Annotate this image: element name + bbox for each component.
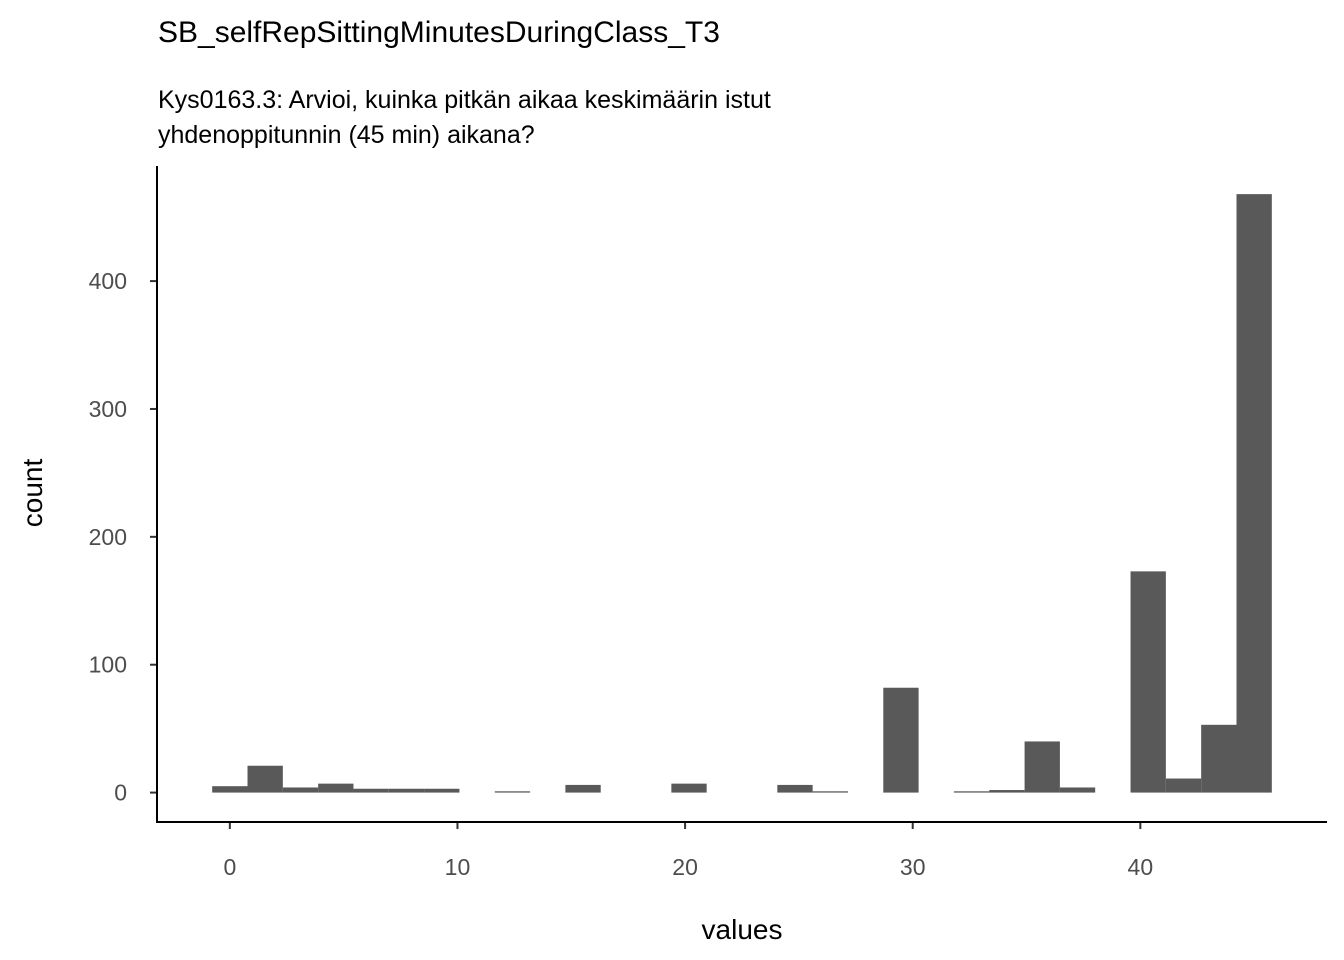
histogram-bar	[388, 788, 425, 793]
chart-title: SB_selfRepSittingMinutesDuringClass_T3	[158, 16, 720, 49]
histogram-bar	[212, 786, 248, 793]
histogram-bar	[565, 784, 601, 793]
histogram-bar	[353, 788, 389, 793]
histogram-bar	[1236, 194, 1272, 793]
x-tick-label: 10	[445, 854, 471, 880]
histogram-bar	[953, 791, 990, 793]
histogram-bar	[1165, 778, 1202, 793]
histogram-bar	[1059, 787, 1096, 793]
histogram-bar	[247, 765, 283, 793]
x-tick-label: 30	[900, 854, 926, 880]
histogram-bar	[671, 783, 707, 793]
y-tick-label: 300	[89, 396, 127, 422]
y-tick-label: 100	[89, 652, 127, 678]
histogram-bar	[1130, 571, 1166, 793]
histogram-bar	[883, 687, 919, 793]
histogram-bar	[424, 788, 460, 793]
histogram-bar	[1201, 724, 1237, 793]
histogram-bar	[282, 787, 319, 793]
chart-subtitle-line-2: yhdenoppitunnin (45 min) aikana?	[158, 121, 535, 149]
bars-group	[212, 194, 1272, 793]
histogram-bar	[494, 791, 531, 793]
y-axis-title: count	[17, 459, 48, 528]
histogram-bar	[812, 791, 848, 793]
y-tick-label: 400	[89, 268, 127, 294]
x-tick-label: 0	[223, 854, 236, 880]
x-axis-title: values	[702, 914, 783, 945]
histogram-bar	[318, 783, 354, 793]
x-tick-label: 40	[1128, 854, 1154, 880]
x-tick-label: 20	[672, 854, 698, 880]
histogram-bar	[777, 784, 813, 793]
y-tick-label: 200	[89, 524, 127, 550]
histogram-bar	[1024, 741, 1060, 793]
chart-subtitle-line-1: Kys0163.3: Arvioi, kuinka pitkän aikaa k…	[158, 86, 771, 114]
histogram-bar	[989, 790, 1025, 793]
y-tick-label: 0	[114, 780, 127, 806]
